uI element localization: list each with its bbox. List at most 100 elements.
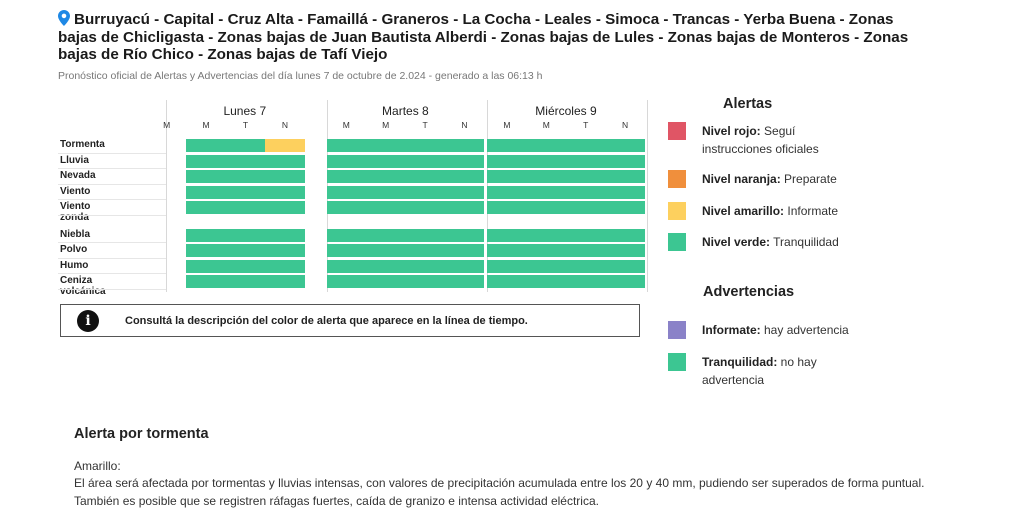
alertas-title: Alertas <box>723 96 773 112</box>
timeline-cell <box>225 185 266 199</box>
timeline-cell <box>265 259 305 273</box>
areas-title-text: Burruyacú - Capital - Cruz Alta - Famail… <box>58 11 909 63</box>
timeline-cell <box>225 201 266 214</box>
forecast-subtitle: Pronóstico oficial de Alertas y Adverten… <box>58 69 543 82</box>
legend-text: Tranquilidad: no hay advertencia <box>702 353 867 389</box>
legend-desc: Informate <box>784 204 839 218</box>
timeline-cell <box>186 185 227 199</box>
timeline-cell <box>487 259 528 273</box>
timeline-cell <box>326 185 367 199</box>
timeline-cell <box>405 244 446 257</box>
info-text: Consultá la descripción del color de ale… <box>125 315 528 327</box>
timeline-cell <box>225 139 266 152</box>
timeline-cell <box>605 185 645 199</box>
row-separator <box>58 199 166 200</box>
legend-text: Nivel rojo: Seguí instrucciones oficiale… <box>702 122 867 158</box>
timeline-cell <box>326 154 367 168</box>
slot-label: T <box>583 120 589 130</box>
areas-title: Burruyacú - Capital - Cruz Alta - Famail… <box>58 10 928 64</box>
slot-label: M <box>202 120 210 130</box>
timeline-cell <box>487 170 528 183</box>
timeline-cell <box>444 139 485 152</box>
timeline-cell <box>326 259 367 273</box>
timeline-cell <box>366 170 406 183</box>
legend-swatch <box>668 321 686 339</box>
timeline-cell <box>405 275 446 288</box>
timeline-cell <box>326 170 367 183</box>
timeline-cell <box>366 185 406 199</box>
timeline-cell <box>444 244 485 257</box>
timeline-cell <box>566 154 606 168</box>
row-label-3: Viento <box>60 185 91 197</box>
timeline-cell <box>265 201 305 214</box>
timeline-cell <box>444 259 485 273</box>
row-label-8: Ceniza volcánica <box>60 275 106 297</box>
timeline-cell <box>186 154 227 168</box>
timeline-cell <box>225 154 266 168</box>
day-name: Martes 8 <box>382 104 429 118</box>
timeline-cell <box>405 228 446 242</box>
slot-label: M <box>542 120 550 130</box>
legend-swatch <box>668 170 686 188</box>
timeline-divider <box>166 100 167 292</box>
row-label-2: Nevada <box>60 170 96 181</box>
slot-label: T <box>242 120 249 130</box>
timeline-cell <box>326 275 367 288</box>
timeline-cell <box>526 139 567 152</box>
timeline-cell <box>605 170 645 183</box>
timeline-cell <box>566 228 606 242</box>
timeline-cell <box>605 275 645 288</box>
legend-desc: Tranquilidad <box>770 235 839 249</box>
slot-label: T <box>422 120 428 130</box>
timeline-cell <box>186 170 227 183</box>
row-label-6: Polvo <box>60 244 88 255</box>
timeline-cell <box>186 228 227 242</box>
timeline-cell <box>444 275 485 288</box>
info-icon: i <box>77 310 99 332</box>
timeline-cell <box>487 275 528 288</box>
legend-text: Nivel verde: Tranquilidad <box>702 233 867 251</box>
storm-alert-description: El área será afectada por tormentas y ll… <box>74 476 925 508</box>
legend-desc: Seguí instrucciones oficiales <box>702 124 819 156</box>
day-name: Lunes 7 <box>223 104 267 118</box>
timeline-cell <box>487 185 528 199</box>
timeline-cell <box>444 185 485 199</box>
timeline-cell <box>366 139 406 152</box>
timeline-cell <box>225 244 266 257</box>
legend-level: Nivel naranja: <box>702 172 781 186</box>
slot-label: M <box>342 120 350 130</box>
timeline-cell <box>186 275 227 288</box>
timeline-divider <box>646 100 648 292</box>
timeline-cell <box>265 139 305 152</box>
day-name: Miércoles 9 <box>535 104 597 118</box>
timeline-cell <box>526 170 567 183</box>
timeline-cell <box>444 228 485 242</box>
row-label-4: Viento zonda <box>60 201 91 223</box>
row-separator <box>58 152 166 154</box>
slot-label: N <box>281 120 288 130</box>
timeline-cell <box>526 259 567 273</box>
timeline-cell <box>265 154 305 168</box>
advertencias-title: Advertencias <box>703 284 795 300</box>
timeline-cell <box>366 154 406 168</box>
timeline-cell <box>366 244 406 257</box>
timeline-cell <box>326 228 367 242</box>
slot-label: N <box>622 120 629 130</box>
timeline-cell <box>405 259 446 273</box>
timeline-cell <box>366 259 406 273</box>
forecast-header: Burruyacú - Capital - Cruz Alta - Famail… <box>58 10 928 82</box>
timeline-cell <box>186 259 227 273</box>
legend-level: Tranquilidad: <box>702 355 778 369</box>
legend-swatch <box>668 202 686 220</box>
row-separator <box>58 273 166 274</box>
row-separator <box>58 242 166 243</box>
map-pin-icon <box>58 10 70 26</box>
slot-label: M <box>382 120 390 130</box>
storm-alert-section: Alerta por tormenta Amarillo: El área se… <box>74 426 934 510</box>
info-box: i Consultá la descripción del color de a… <box>60 304 640 337</box>
timeline-cell <box>526 185 567 199</box>
timeline-cell <box>405 139 446 152</box>
timeline-cell <box>605 228 645 242</box>
timeline-cell <box>526 244 567 257</box>
timeline-cell <box>405 170 446 183</box>
